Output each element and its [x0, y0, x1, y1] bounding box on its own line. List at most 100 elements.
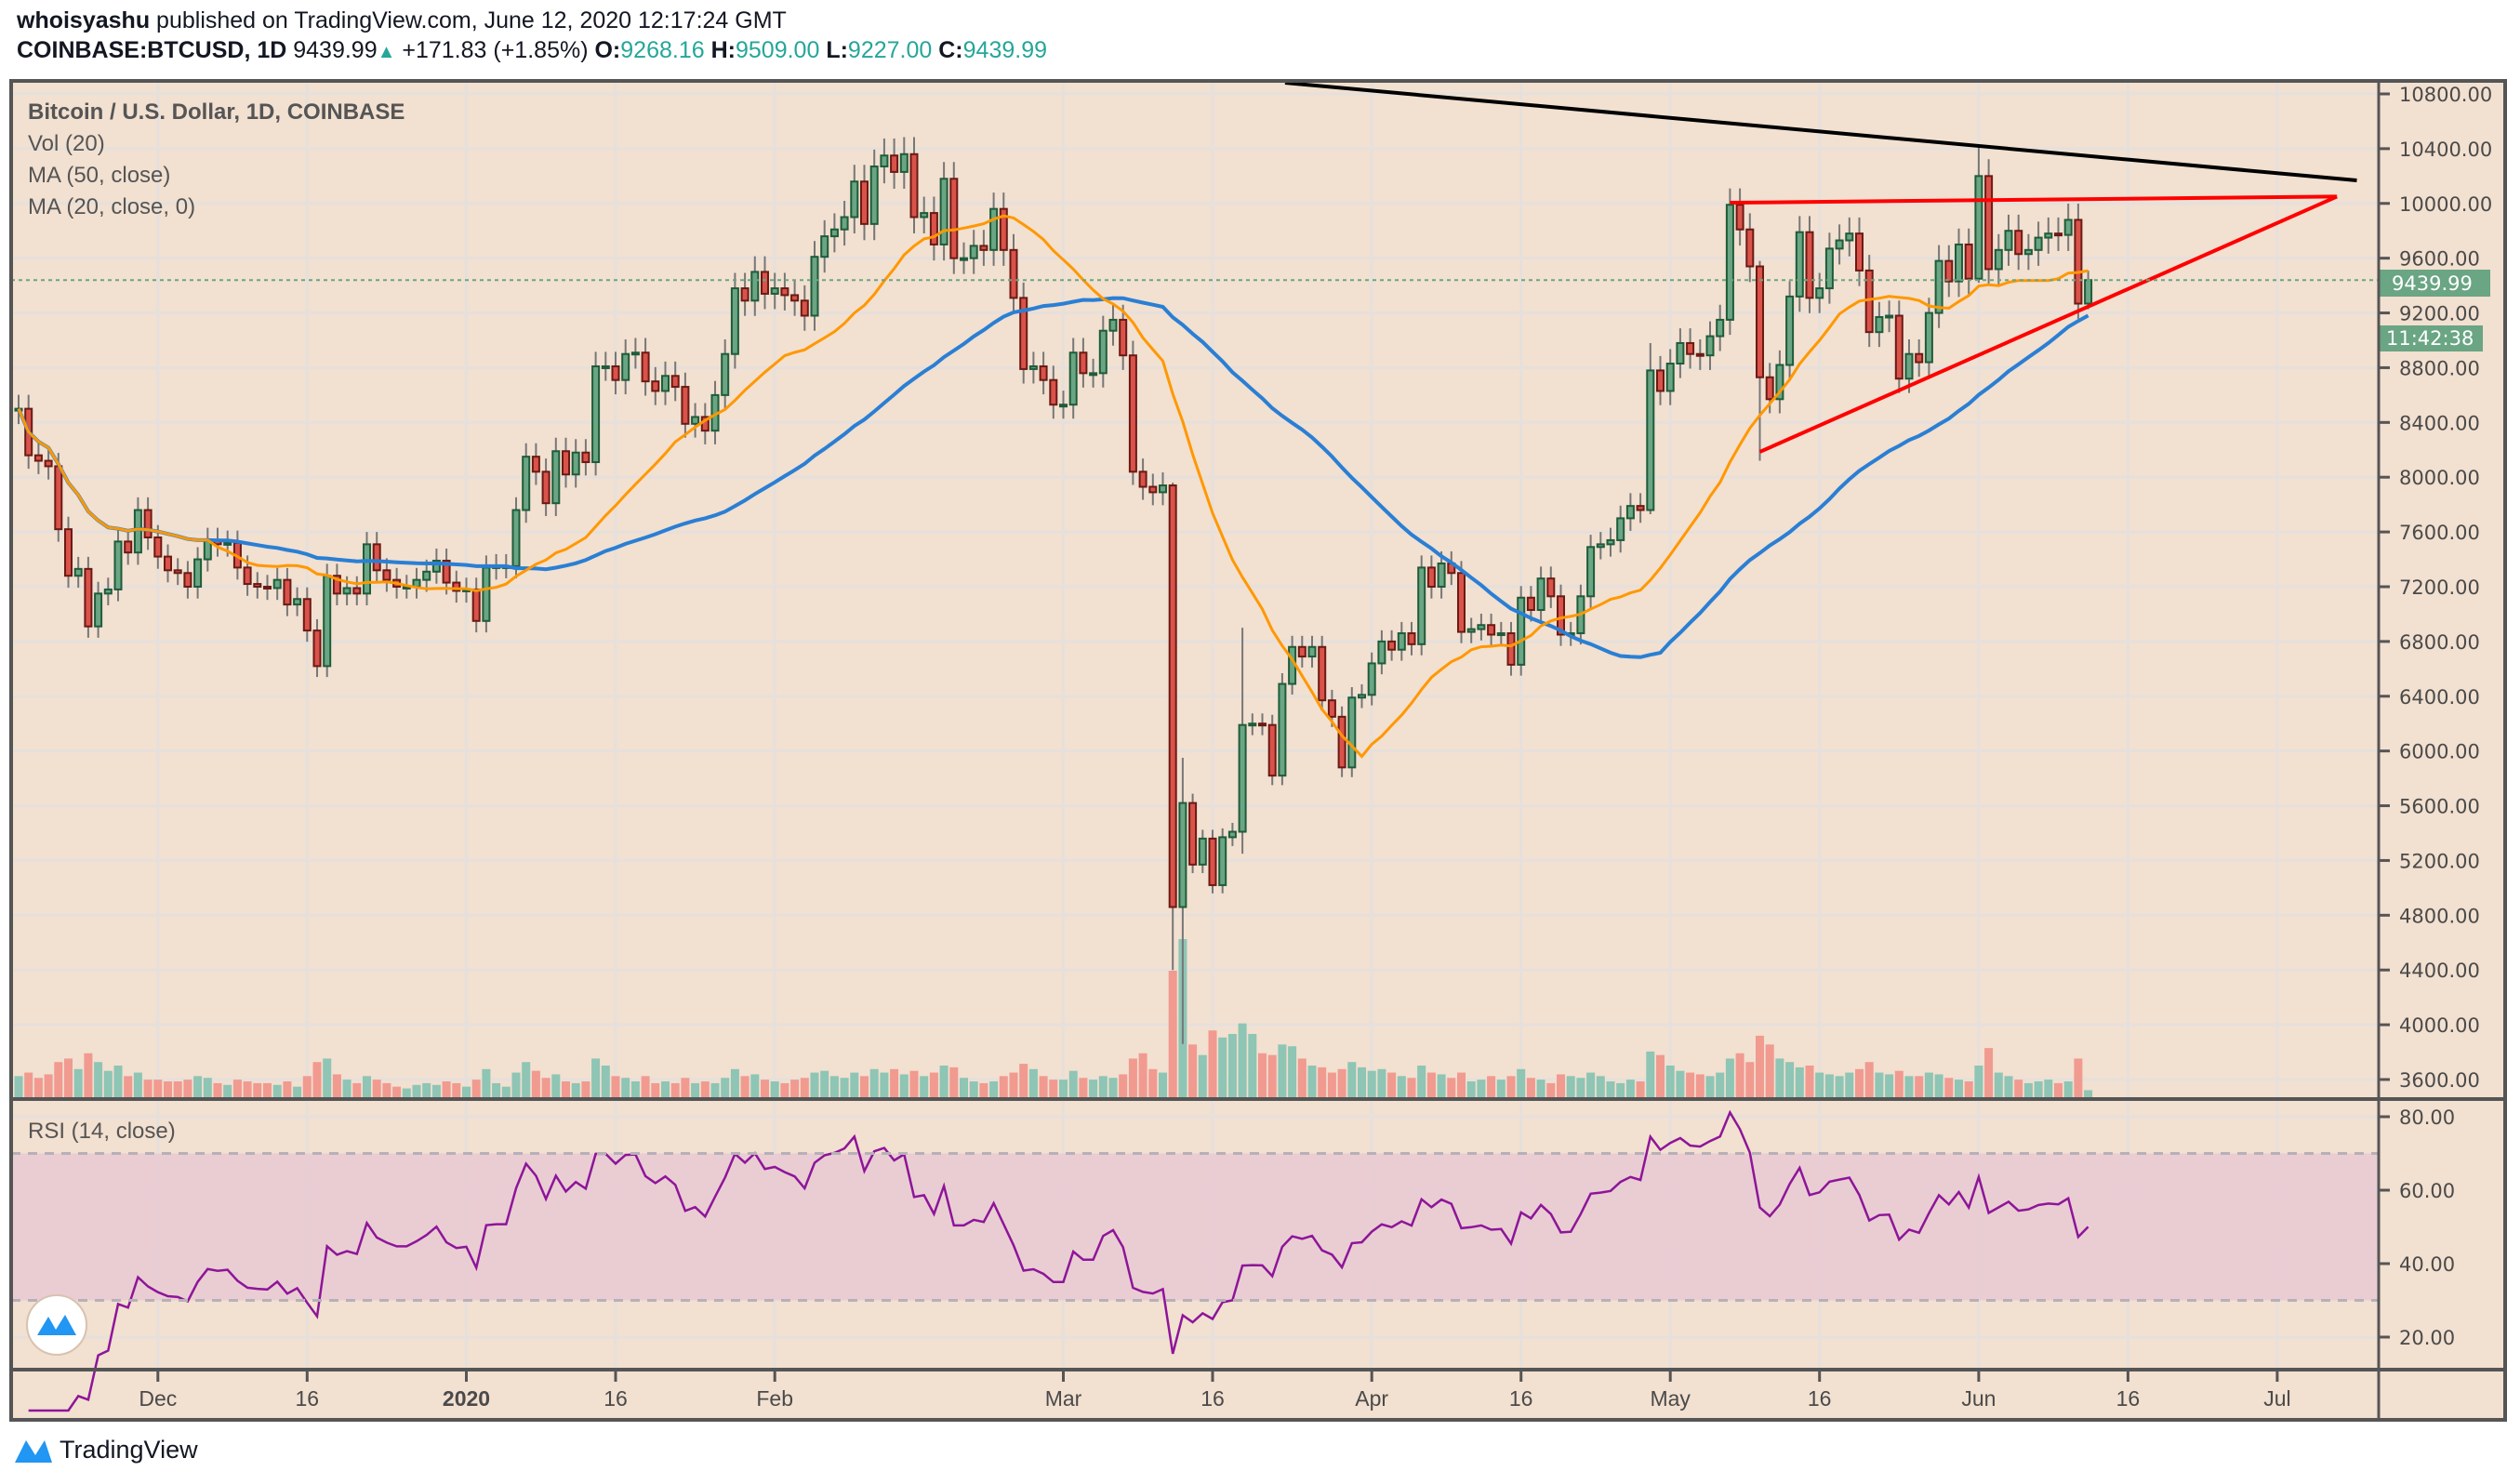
candle-up [1824, 247, 1834, 290]
volume-bar [1855, 1068, 1864, 1097]
candle-down [541, 470, 550, 505]
legend-rsi[interactable]: RSI (14, close) [28, 1119, 176, 1144]
volume-bar [243, 1081, 252, 1097]
candle-down [382, 569, 391, 581]
author-name[interactable]: whoisyashu [17, 7, 151, 33]
volume-bar [1795, 1067, 1804, 1097]
candle-down [670, 375, 680, 389]
volume-bar [54, 1062, 63, 1097]
volume-bar [1119, 1074, 1128, 1097]
volume-bar [581, 1081, 590, 1097]
volume-bar [392, 1086, 402, 1097]
ma20-line [17, 214, 2089, 759]
candle-up [103, 588, 113, 595]
volume-bar [1457, 1072, 1466, 1097]
trendlines[interactable] [1284, 81, 2357, 454]
candle-up [1646, 369, 1655, 511]
volume-bar [372, 1080, 381, 1097]
volume-bar [1358, 1067, 1366, 1097]
volume-bar [1864, 1062, 1874, 1097]
volume-bar [2063, 1081, 2073, 1097]
volume-bar [1705, 1076, 1715, 1097]
candle-down [1327, 699, 1336, 718]
volume-bar [1387, 1072, 1397, 1097]
candle-down [372, 543, 381, 572]
candle-down [800, 299, 809, 317]
volume-bar [601, 1066, 610, 1097]
legend-ma50[interactable]: MA (50, close) [28, 163, 170, 188]
volume-bar [700, 1081, 710, 1097]
candle-up [323, 575, 332, 668]
volume-bar [203, 1078, 212, 1097]
volume-bar [1496, 1080, 1506, 1097]
tradingview-brand[interactable]: TradingView [13, 1435, 198, 1464]
volume-bar [1407, 1078, 1416, 1097]
candle-down [352, 587, 362, 595]
publish-info: whoisyashu published on TradingView.com,… [17, 7, 787, 34]
volume-bar [1028, 1068, 1038, 1097]
legend-ma20[interactable]: MA (20, close, 0) [28, 194, 195, 219]
candle-down [1168, 484, 1177, 908]
candle-up [1218, 836, 1227, 886]
price-tick-label: 6000.00 [2399, 741, 2480, 763]
candle-down [1019, 297, 1028, 370]
candle-up [422, 570, 431, 581]
volume-bar [1586, 1072, 1596, 1097]
candle-down [302, 598, 312, 632]
candle-down [1855, 232, 1864, 272]
candle-down [740, 287, 749, 302]
legend-vol[interactable]: Vol (20) [28, 131, 105, 156]
low-label: L: [826, 37, 848, 63]
volume-bars [14, 939, 2093, 1097]
candle-up [1875, 315, 1884, 334]
last-price-text: 9439.99 [2392, 272, 2473, 295]
candle-down [1546, 577, 1556, 598]
volume-bar [790, 1080, 800, 1097]
price-tick-label: 7600.00 [2399, 522, 2480, 544]
volume-bar [899, 1074, 909, 1097]
candle-down [999, 207, 1008, 251]
volume-bar [323, 1058, 332, 1097]
candle-down [1297, 645, 1307, 658]
candle-down [1426, 566, 1436, 588]
candle-down [1188, 802, 1198, 866]
volume-bar [1536, 1080, 1545, 1097]
time-tick-label: 16 [1808, 1386, 1832, 1411]
brand-name: TradingView [60, 1435, 198, 1464]
logo-button[interactable] [26, 1294, 87, 1356]
candle-up [1098, 329, 1108, 375]
candle-up [1466, 628, 1476, 633]
candle-down [54, 465, 63, 531]
time-tick-label: 16 [604, 1386, 628, 1411]
candle-up [750, 271, 760, 302]
candle-down [1337, 715, 1346, 769]
volume-bar [2014, 1080, 2023, 1097]
volume-bar [721, 1078, 730, 1097]
candle-down [471, 588, 481, 622]
candle-up [730, 287, 739, 355]
candle-up [601, 364, 610, 369]
time-tick-label: 16 [1509, 1386, 1533, 1411]
volume-bar [1904, 1076, 1914, 1097]
candle-up [899, 152, 909, 173]
volume-bar [1546, 1082, 1556, 1097]
price-tick-label: 5600.00 [2399, 796, 2480, 818]
candle-up [1885, 314, 1894, 319]
candle-up [1725, 204, 1734, 321]
volume-bar [1506, 1076, 1516, 1097]
volume-bar [999, 1076, 1008, 1097]
candle-down [949, 178, 959, 259]
volume-bar [1606, 1081, 1615, 1097]
volume-bar [2044, 1080, 2053, 1097]
last-price: 9439.99 [293, 37, 378, 63]
candle-up [810, 256, 819, 317]
volume-bar [869, 1068, 879, 1097]
close-label: C: [938, 37, 963, 63]
candle-down [1487, 624, 1496, 636]
candle-down [263, 585, 272, 590]
candle-down [1258, 722, 1267, 727]
volume-bar [920, 1076, 929, 1097]
candle-down [1526, 596, 1535, 612]
volume-bar [1974, 1066, 1983, 1097]
